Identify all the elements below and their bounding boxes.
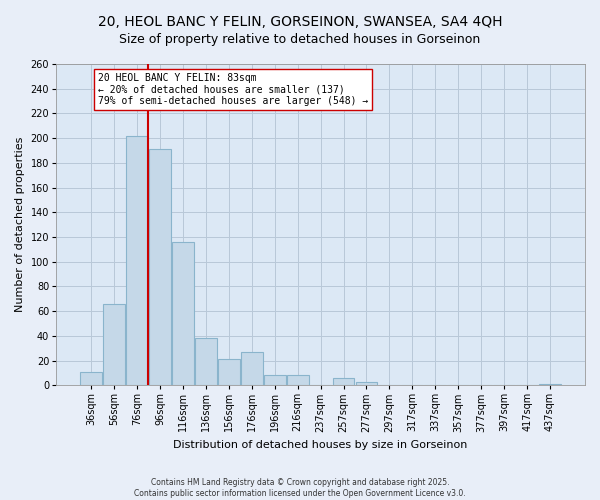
- Bar: [195, 338, 217, 385]
- Bar: [218, 360, 239, 385]
- X-axis label: Distribution of detached houses by size in Gorseinon: Distribution of detached houses by size …: [173, 440, 468, 450]
- Text: 20, HEOL BANC Y FELIN, GORSEINON, SWANSEA, SA4 4QH: 20, HEOL BANC Y FELIN, GORSEINON, SWANSE…: [98, 15, 502, 29]
- Text: 20 HEOL BANC Y FELIN: 83sqm
← 20% of detached houses are smaller (137)
79% of se: 20 HEOL BANC Y FELIN: 83sqm ← 20% of det…: [98, 72, 368, 106]
- Y-axis label: Number of detached properties: Number of detached properties: [15, 137, 25, 312]
- Text: Size of property relative to detached houses in Gorseinon: Size of property relative to detached ho…: [119, 32, 481, 46]
- Bar: [264, 376, 286, 385]
- Bar: [332, 378, 355, 385]
- Text: Contains HM Land Registry data © Crown copyright and database right 2025.
Contai: Contains HM Land Registry data © Crown c…: [134, 478, 466, 498]
- Bar: [80, 372, 102, 385]
- Bar: [287, 376, 308, 385]
- Bar: [539, 384, 561, 385]
- Bar: [172, 242, 194, 385]
- Bar: [126, 136, 148, 385]
- Bar: [356, 382, 377, 385]
- Bar: [149, 149, 171, 385]
- Bar: [241, 352, 263, 385]
- Bar: [103, 304, 125, 385]
